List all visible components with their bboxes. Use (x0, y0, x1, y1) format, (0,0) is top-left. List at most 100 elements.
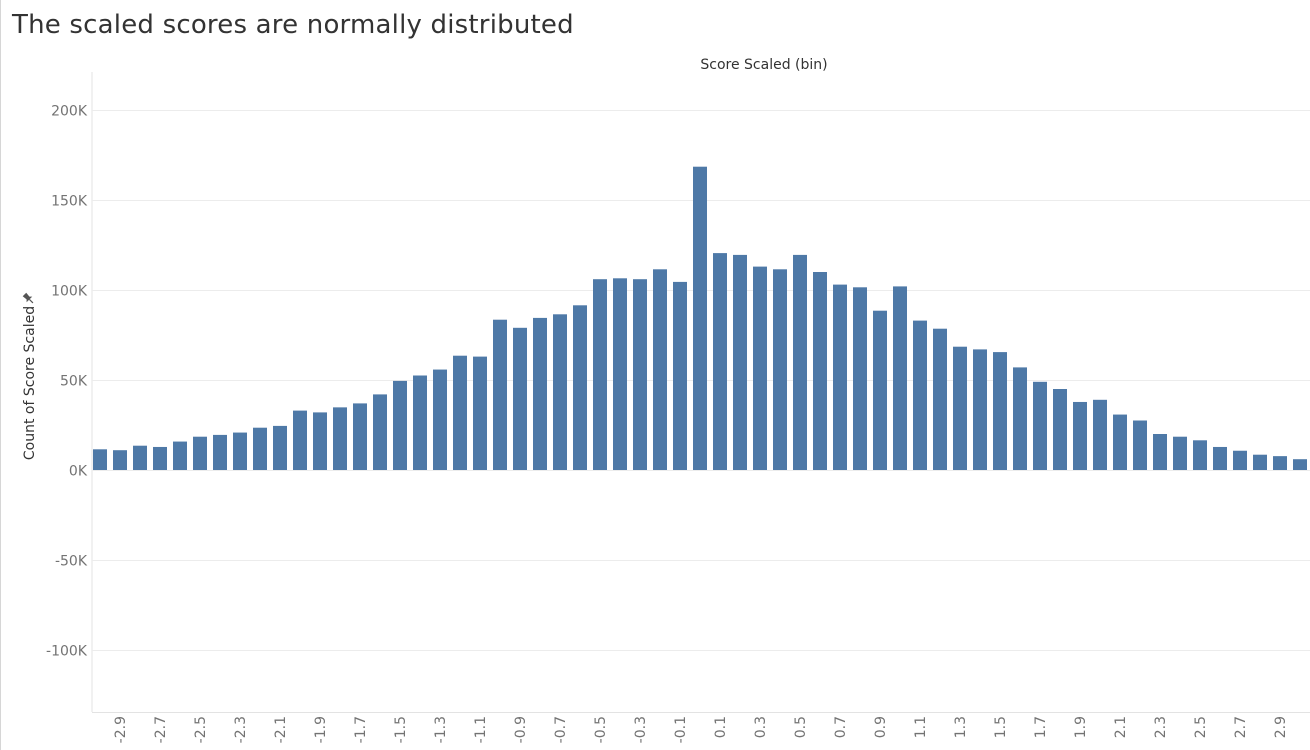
bar--2.5 (193, 436, 207, 470)
x-tick-label: -0.1 (673, 716, 689, 743)
bar-1.0 (893, 286, 907, 470)
bar-0.5 (793, 254, 807, 470)
bar-0.1 (713, 253, 727, 470)
bar--0.8 (533, 317, 547, 470)
x-tick-label: -2.9 (113, 716, 129, 743)
bar--1.2 (453, 355, 467, 470)
bar-0.9 (873, 310, 887, 470)
bar-1.5 (993, 352, 1007, 470)
x-tick-label: -0.9 (513, 716, 529, 743)
bar--2.8 (133, 445, 147, 470)
bar-0.7 (833, 284, 847, 470)
x-tick-label: 1.7 (1033, 716, 1049, 738)
page-title: The scaled scores are normally distribut… (12, 10, 574, 40)
bar-1.1 (913, 320, 927, 470)
bar--1.0 (493, 319, 507, 470)
bar--1.9 (313, 412, 327, 470)
x-tick-label: 1.1 (913, 716, 929, 738)
bar--0.1 (673, 281, 687, 470)
bar--0.9 (513, 327, 527, 470)
x-tick-label: -0.7 (553, 716, 569, 743)
bar-2.3 (1153, 434, 1167, 470)
bar-2.4 (1173, 436, 1187, 470)
x-tick-label: -2.5 (193, 716, 209, 743)
bar--2.1 (273, 425, 287, 470)
x-tick-label: 2.3 (1153, 716, 1169, 738)
bar--2.2 (253, 427, 267, 470)
x-tick-label: 1.5 (993, 716, 1009, 738)
x-tick-label: 0.3 (753, 716, 769, 738)
bar-0.6 (813, 272, 827, 470)
y-axis-title: Count of Score Scaled (22, 306, 38, 460)
bar--2.9 (113, 450, 127, 470)
y-tick-label: 50K (60, 374, 88, 390)
y-tick-label: 200K (51, 104, 88, 120)
bar--1.8 (333, 407, 347, 470)
x-tick-label: -0.5 (593, 716, 609, 743)
bar--1.6 (373, 394, 387, 470)
bar--1.7 (353, 403, 367, 470)
x-tick-label: 0.1 (713, 716, 729, 738)
bar-1.7 (1033, 381, 1047, 470)
bar-3.0 (1293, 459, 1307, 470)
bar-0.0 (693, 166, 707, 470)
bar--3.0 (93, 449, 107, 470)
x-tick-label: 2.9 (1273, 716, 1289, 738)
bar-0.2 (733, 254, 747, 470)
bar--2.0 (293, 410, 307, 470)
bar--0.5 (593, 279, 607, 470)
bar--0.7 (553, 314, 567, 470)
bar-2.6 (1213, 446, 1227, 470)
bar--2.6 (173, 441, 187, 470)
bar-2.2 (1133, 420, 1147, 470)
bar-2.5 (1193, 440, 1207, 470)
pin-icon (22, 292, 34, 304)
bar-1.6 (1013, 367, 1027, 470)
bar-2.9 (1273, 456, 1287, 470)
bar--0.4 (613, 278, 627, 470)
y-tick-label: 100K (51, 284, 88, 300)
x-tick-label: 2.1 (1113, 716, 1129, 738)
bar--1.5 (393, 380, 407, 470)
y-tick-label: 150K (51, 194, 88, 210)
bar-2.7 (1233, 450, 1247, 470)
bar--0.3 (633, 279, 647, 470)
y-tick-label: -50K (55, 554, 88, 570)
bar--1.1 (473, 356, 487, 470)
bar-0.8 (853, 287, 867, 470)
bar-2.0 (1093, 399, 1107, 470)
bar-1.2 (933, 328, 947, 470)
x-tick-label: -0.3 (633, 716, 649, 743)
x-tick-label: 1.9 (1073, 716, 1089, 738)
x-tick-label: -2.7 (153, 716, 169, 743)
bar--1.4 (413, 375, 427, 470)
y-tick-label: 0K (69, 464, 88, 480)
x-tick-label: 2.5 (1193, 716, 1209, 738)
bar--2.3 (233, 432, 247, 470)
bar--2.4 (213, 434, 227, 470)
bar--0.6 (573, 305, 587, 470)
y-tick-label: -100K (46, 644, 88, 660)
x-tick-label: -1.1 (473, 716, 489, 743)
left-border (0, 0, 1, 750)
bar-2.1 (1113, 414, 1127, 470)
bar-1.8 (1053, 389, 1067, 470)
bar--2.7 (153, 446, 167, 470)
bar--1.3 (433, 369, 447, 470)
bar-1.9 (1073, 401, 1087, 470)
x-tick-label: -2.1 (273, 716, 289, 743)
x-tick-label: -1.3 (433, 716, 449, 743)
bar-0.4 (773, 269, 787, 470)
bar-0.3 (753, 266, 767, 470)
x-tick-label: -1.5 (393, 716, 409, 743)
x-tick-label: 2.7 (1233, 716, 1249, 738)
x-tick-label: -2.3 (233, 716, 249, 743)
x-axis-title: Score Scaled (bin) (700, 57, 827, 73)
x-tick-label: 0.9 (873, 716, 889, 738)
x-tick-label: -1.9 (313, 716, 329, 743)
x-tick-label: -1.7 (353, 716, 369, 743)
x-tick-label: 1.3 (953, 716, 969, 738)
bar--0.2 (653, 269, 667, 470)
bar-2.8 (1253, 454, 1267, 470)
